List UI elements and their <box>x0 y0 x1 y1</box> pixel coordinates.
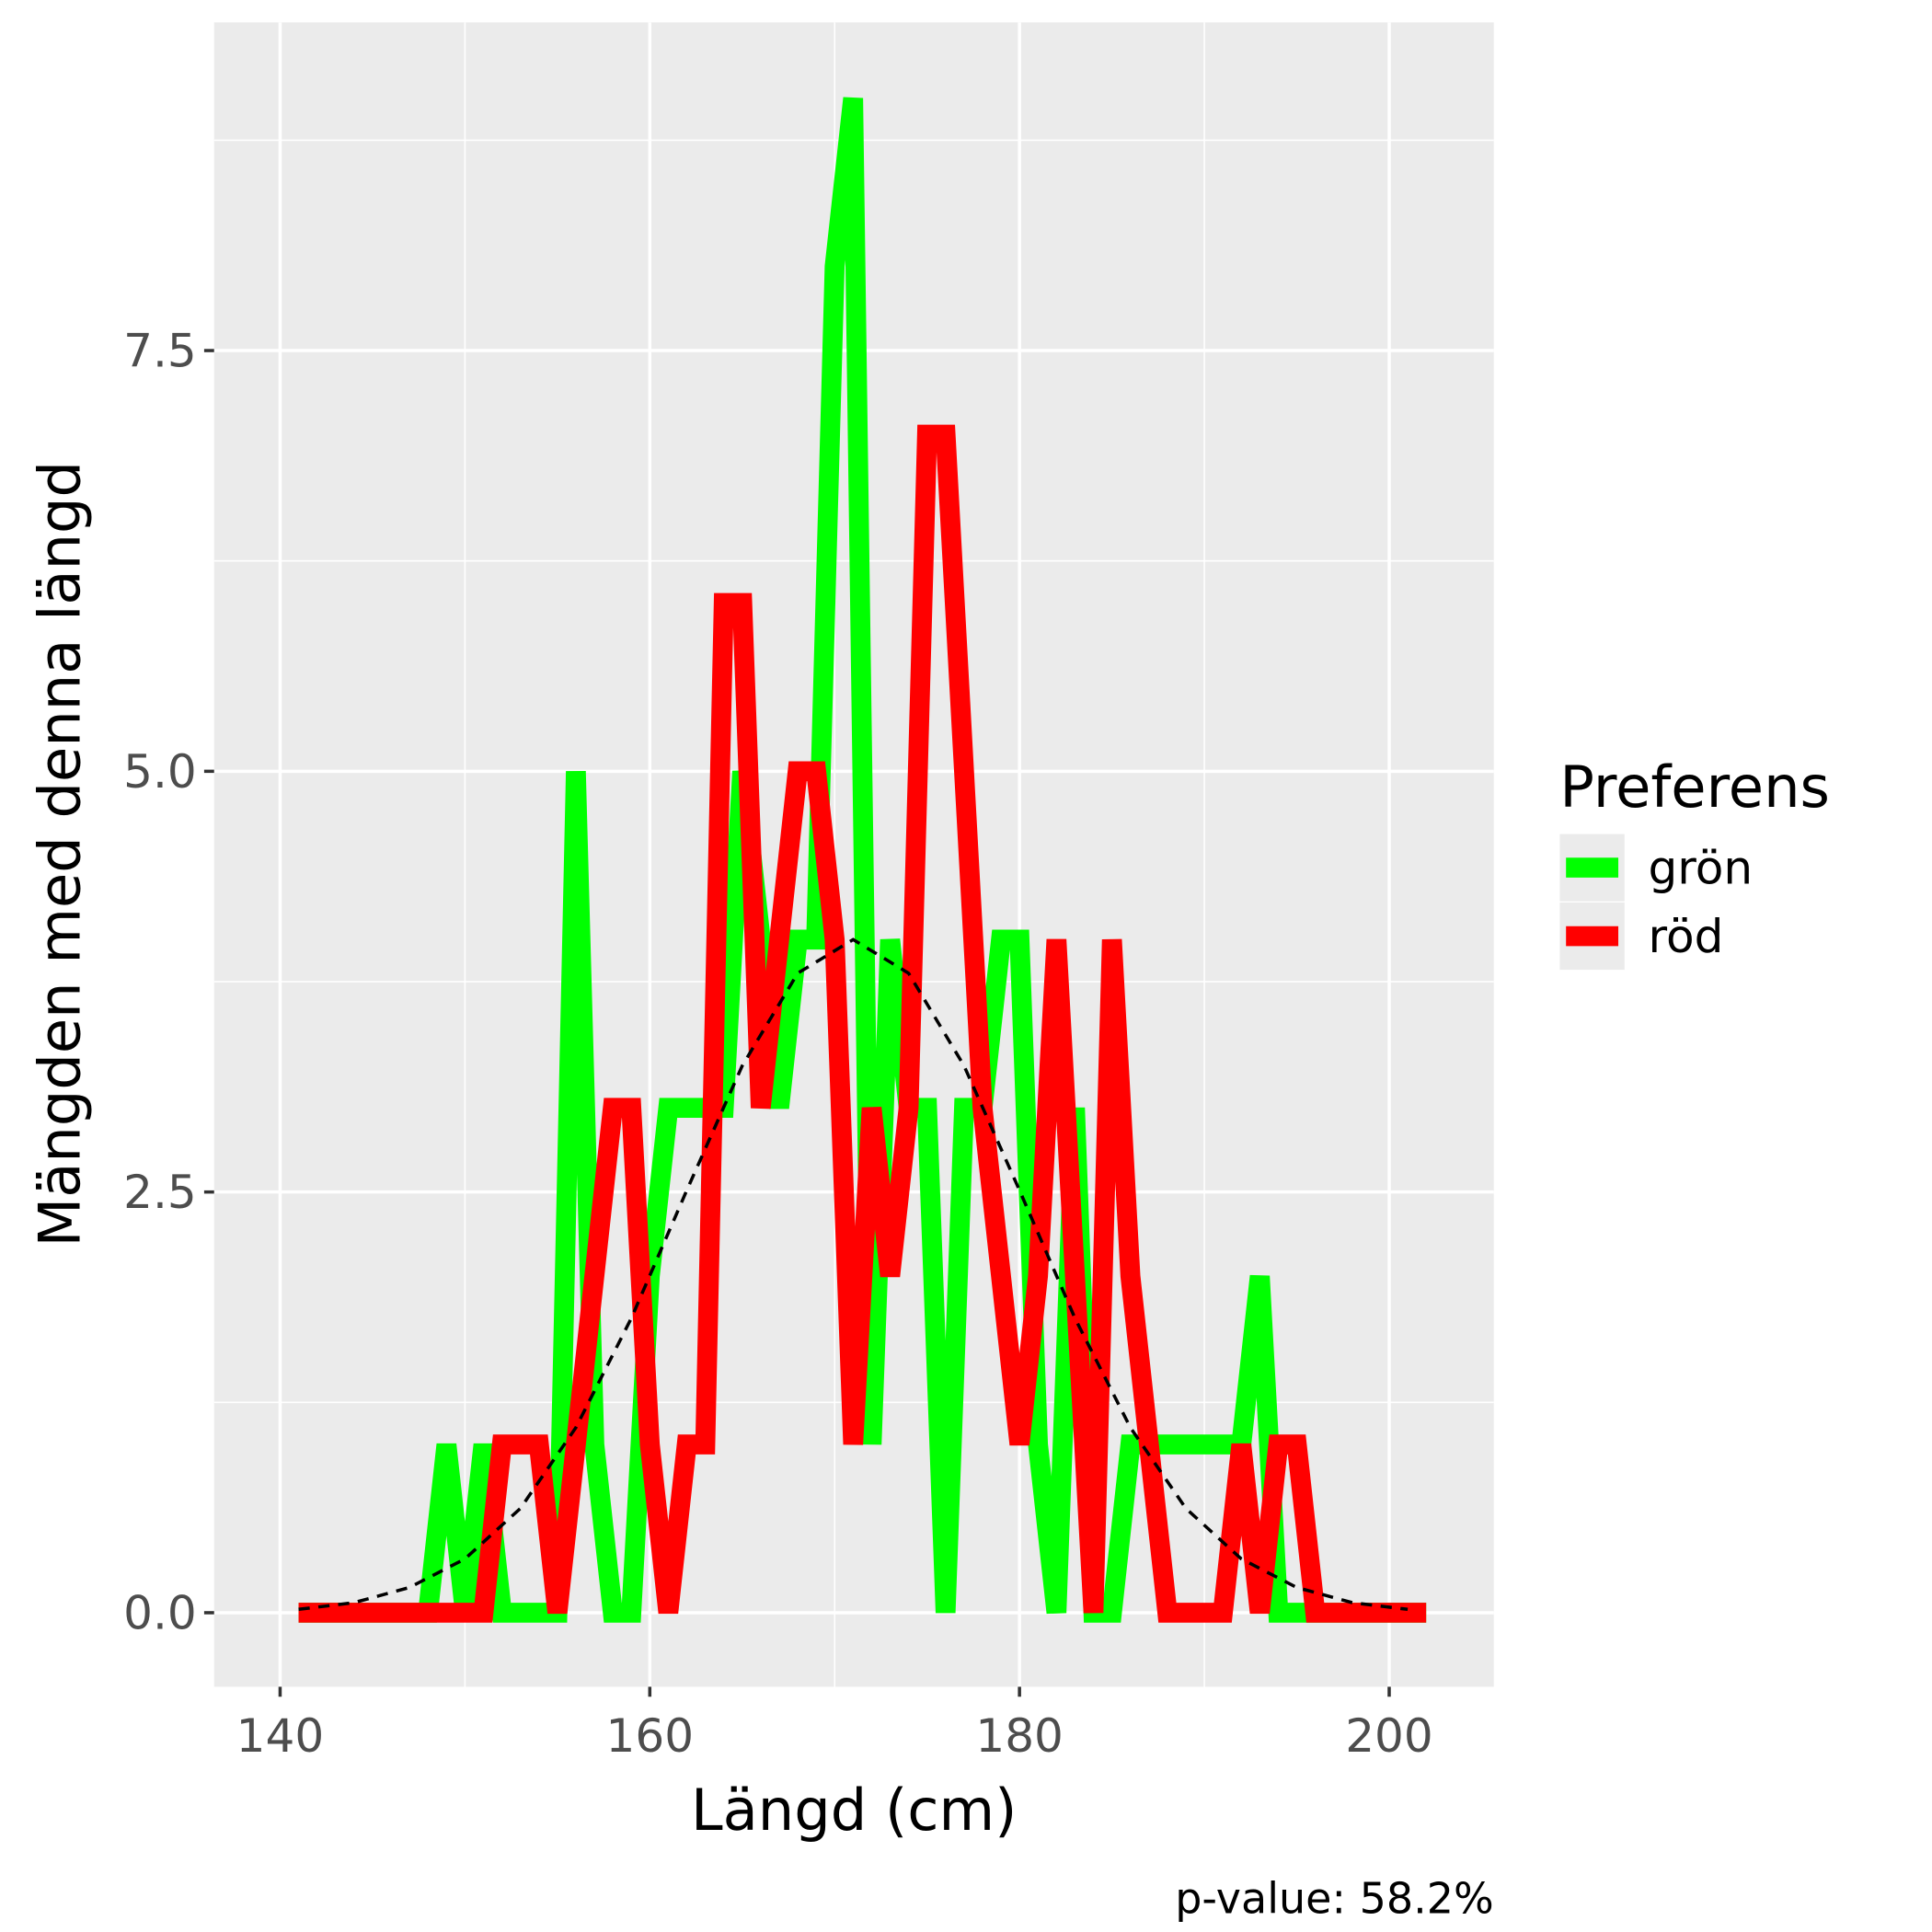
y-tick-label: 5.0 <box>123 745 197 799</box>
x-axis-title: Längd (cm) <box>691 1777 1017 1844</box>
legend-label: grön <box>1648 842 1753 895</box>
legend-title: Preferens <box>1559 753 1830 821</box>
x-tick-label: 160 <box>606 1709 695 1763</box>
reference-curve <box>298 937 1409 1612</box>
y-tick-label: 2.5 <box>123 1166 197 1219</box>
y-axis-title: Mängden med denna längd <box>27 461 94 1247</box>
data-line <box>298 424 1427 1623</box>
x-tick-label: 200 <box>1345 1709 1433 1763</box>
x-tick-label: 140 <box>236 1709 325 1763</box>
x-tick-label: 180 <box>975 1709 1064 1763</box>
y-tick-label: 7.5 <box>123 325 197 378</box>
caption: p-value: 58.2% <box>1175 1874 1493 1924</box>
y-tick-label: 0.0 <box>123 1587 197 1640</box>
legend-label: röd <box>1648 910 1723 963</box>
